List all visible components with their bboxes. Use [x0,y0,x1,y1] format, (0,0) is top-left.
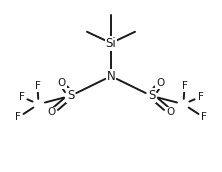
Text: O: O [156,78,164,88]
Text: N: N [107,70,115,83]
Text: O: O [166,108,175,117]
Text: Si: Si [106,37,116,50]
Text: O: O [47,108,56,117]
Text: F: F [201,112,207,122]
Text: S: S [67,89,74,102]
Text: F: F [19,92,24,102]
Text: F: F [35,81,40,91]
Text: F: F [182,81,187,91]
Text: F: F [198,92,203,102]
Text: O: O [58,78,66,88]
Text: F: F [15,112,21,122]
Text: S: S [148,89,155,102]
